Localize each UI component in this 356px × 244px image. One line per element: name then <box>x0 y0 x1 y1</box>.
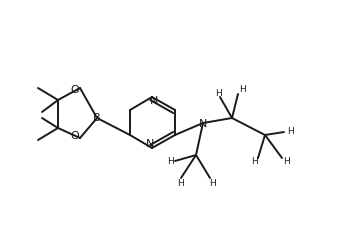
Text: H: H <box>251 157 257 166</box>
Text: N: N <box>199 119 207 129</box>
Text: H: H <box>209 179 215 187</box>
Text: N: N <box>150 96 158 106</box>
Text: H: H <box>283 157 289 166</box>
Text: O: O <box>70 131 79 141</box>
Text: H: H <box>167 156 173 165</box>
Text: H: H <box>287 128 293 136</box>
Text: B: B <box>93 113 101 123</box>
Text: O: O <box>70 85 79 95</box>
Text: H: H <box>215 89 221 98</box>
Text: H: H <box>178 179 184 187</box>
Text: H: H <box>239 85 245 94</box>
Text: N: N <box>146 139 154 149</box>
